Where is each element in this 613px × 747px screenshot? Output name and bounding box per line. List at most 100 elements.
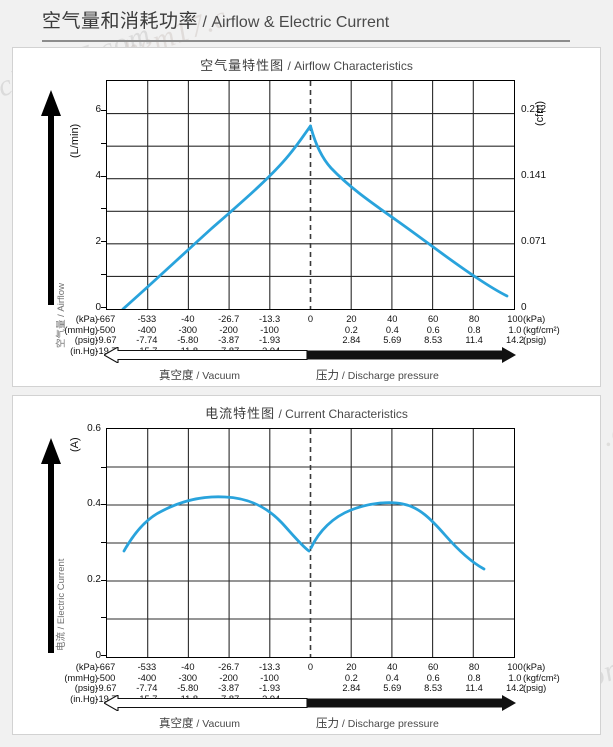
- x-unit-right: (kgf/cm²): [523, 324, 560, 335]
- x-axis-value: 0: [307, 314, 314, 324]
- chart2-pressure-caption: 压力 / Discharge pressure: [316, 715, 439, 731]
- chart1-vacuum-en: / Vacuum: [196, 370, 240, 382]
- x-axis-value: -100: [260, 324, 279, 335]
- chart1-pressure-caption: 压力 / Discharge pressure: [316, 367, 439, 383]
- vertical-gridlines: [147, 429, 474, 657]
- chart1-vacuum-caption: 真空度 / Vacuum: [159, 367, 240, 383]
- x-axis-value: -1.93: [258, 335, 281, 346]
- x-axis-value: 0.8: [467, 672, 481, 683]
- x-unit-left: (mmHg): [64, 672, 98, 683]
- x-axis-value: -533: [137, 662, 157, 672]
- x-axis-value: 14.2: [505, 683, 525, 694]
- page-title-en: Airflow & Electric Current: [211, 14, 390, 31]
- x-axis-value: -500: [96, 324, 116, 335]
- airflow-curve-vacuum: [121, 124, 312, 309]
- chart2-y-unit: (A): [69, 437, 81, 452]
- x-axis-value: -400: [137, 672, 157, 683]
- x-axis-value: -9.67: [95, 335, 117, 346]
- page-title: 空气量和消耗功率 / Airflow & Electric Current: [42, 6, 570, 42]
- chart2-pressure-en: / Discharge pressure: [341, 718, 439, 730]
- chart2-ytickmark: [101, 617, 106, 619]
- chart2-title-cn: 电流特性图: [205, 406, 276, 421]
- chart1-ytick-4: 4: [95, 170, 101, 181]
- chart1-title: 空气量特性图 / Airflow Characteristics: [13, 55, 600, 75]
- x-axis-value: 0.2: [344, 324, 358, 335]
- chart2-ytickmark: [101, 579, 106, 581]
- x-axis-value: -667: [96, 662, 116, 672]
- chart2-y-caption-cn: 电流: [56, 631, 67, 651]
- airflow-direction-arrow: [41, 90, 61, 305]
- x-axis-value: 2.84: [342, 335, 361, 346]
- current-curve-vacuum: [122, 495, 311, 553]
- page-title-sep: /: [198, 14, 212, 31]
- x-unit-right: (kPa): [523, 314, 546, 324]
- page-title-cn: 空气量和消耗功率: [42, 11, 199, 32]
- x-axis-value: 11.4: [465, 683, 483, 694]
- x-axis-value: -19.7: [95, 345, 117, 356]
- x-axis-value: 40: [387, 314, 398, 324]
- x-axis-value: 14.2: [505, 335, 525, 346]
- x-axis-value: -7.74: [136, 683, 158, 694]
- x-axis-value: -500: [96, 672, 116, 683]
- x-axis-value: -533: [137, 314, 157, 324]
- x-axis-value: 100: [507, 314, 523, 324]
- x-axis-value: -200: [219, 324, 238, 335]
- x-axis-value: 0.4: [385, 324, 399, 335]
- chart2-y-axis-caption: 电流 / Electric Current: [56, 558, 67, 651]
- chart2-ytickmark: [101, 542, 106, 543]
- chart2-ytick-0: 0: [95, 650, 101, 661]
- chart1-ytickmark: [101, 274, 106, 276]
- x-axis-value: 0: [307, 662, 314, 672]
- x-axis-value: -9.67: [95, 683, 117, 694]
- x-axis-value: 0.2: [344, 672, 358, 683]
- x-axis-value: 80: [468, 314, 480, 324]
- chart1-ytick-2: 2: [95, 236, 101, 247]
- chart1-yright-0071: 0.071: [521, 236, 547, 247]
- x-axis-value: 8.53: [424, 335, 443, 346]
- x-axis-value: 5.69: [383, 683, 402, 694]
- chart1-yright-0: 0: [521, 302, 527, 313]
- chart2-ytickmark: [101, 504, 106, 506]
- chart1-yright-0212: 0.212: [521, 104, 547, 115]
- chart1-ytickmark: [101, 208, 106, 210]
- x-axis-value: 1.0: [508, 672, 522, 683]
- x-axis-value: -40: [181, 314, 195, 324]
- x-axis-value: 20: [346, 662, 357, 672]
- chart2-vacuum-caption: 真空度 / Vacuum: [159, 715, 240, 731]
- chart2-y-caption-en: / Electric Current: [56, 558, 67, 630]
- x-unit-left: (in.Hg): [70, 345, 98, 356]
- x-axis-value: -5.80: [177, 335, 199, 346]
- chart1-direction-bar: [104, 347, 516, 363]
- current-direction-arrow: [41, 438, 61, 653]
- airflow-chart-panel: 空气量特性图 / Airflow Characteristics (L/min)…: [12, 47, 601, 387]
- x-axis-value: -400: [137, 324, 157, 335]
- x-axis-value: -7.74: [136, 335, 158, 346]
- x-axis-value: 60: [428, 662, 439, 672]
- airflow-plot-svg: [107, 81, 514, 309]
- x-axis-value: -19.7: [95, 693, 117, 704]
- x-axis-value: 0.8: [467, 324, 481, 335]
- chart1-title-en: Airflow Characteristics: [294, 59, 413, 73]
- airflow-curve-discharge: [309, 124, 509, 298]
- chart2-vacuum-cn: 真空度: [159, 718, 194, 730]
- chart2-direction-bar: [104, 695, 516, 711]
- current-plot-area: [106, 428, 515, 658]
- x-unit-left: (psig): [74, 335, 98, 346]
- x-axis-value: 20: [346, 314, 357, 324]
- x-axis-value: -26.7: [218, 314, 240, 324]
- x-axis-value: -26.7: [218, 662, 240, 672]
- x-axis-value: 0.6: [426, 672, 440, 683]
- x-axis-value: -13.3: [258, 314, 281, 324]
- airflow-plot-area: [106, 80, 515, 310]
- x-unit-right: (psig): [523, 683, 547, 694]
- x-unit-right: (kgf/cm²): [523, 672, 560, 683]
- x-unit-left: (mmHg): [64, 324, 98, 335]
- x-axis-value: 60: [428, 314, 439, 324]
- x-axis-value: 2.84: [342, 683, 361, 694]
- x-axis-value: 100: [507, 662, 523, 672]
- current-plot-svg: [107, 429, 514, 657]
- x-axis-value: 5.69: [383, 335, 402, 346]
- chart1-yright-0141: 0.141: [521, 170, 547, 181]
- chart1-pressure-en: / Discharge pressure: [341, 370, 439, 382]
